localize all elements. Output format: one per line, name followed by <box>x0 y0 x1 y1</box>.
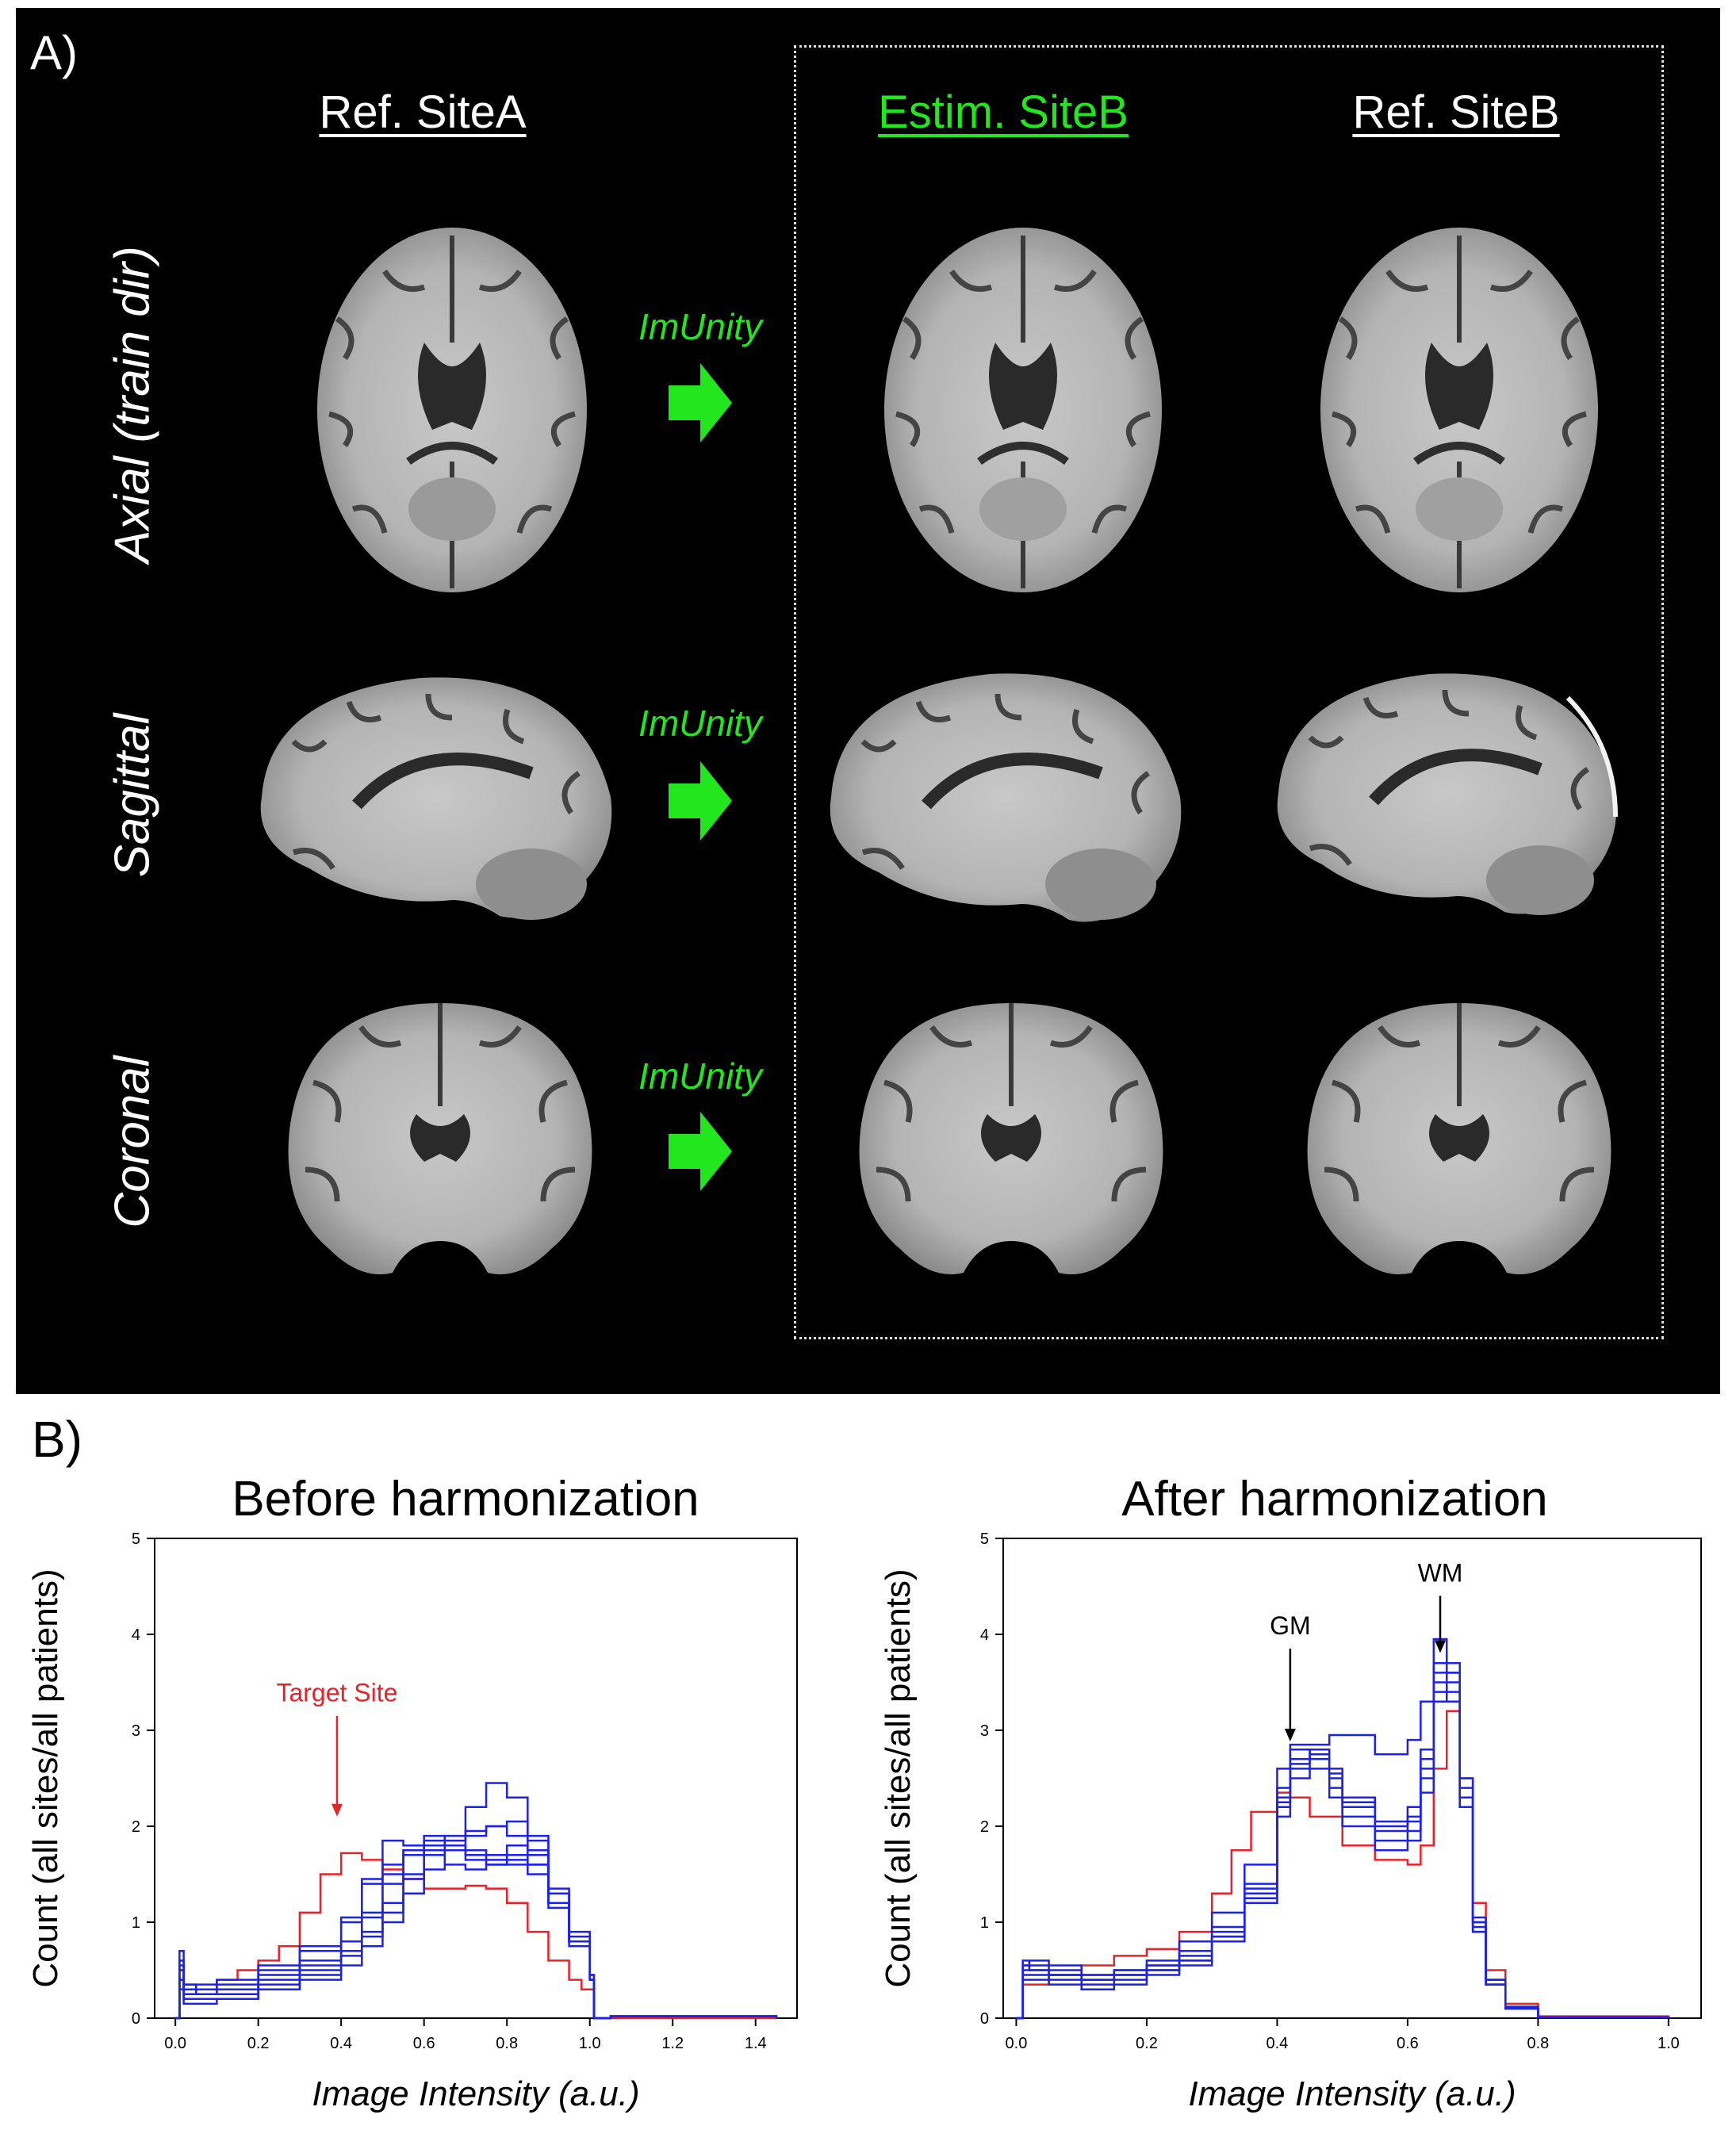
sagittal-brain-site-a <box>260 677 612 920</box>
y-axis-label: Count (all sites/all patients) <box>879 1569 918 1987</box>
panel-a-label: A) <box>30 26 78 79</box>
y-tick-label: 4 <box>132 1626 140 1644</box>
row-title-axial: Axial (train dir) <box>105 246 160 563</box>
x-tick-label: 0.4 <box>1267 2035 1289 2052</box>
x-tick-label: 1.2 <box>661 2035 684 2052</box>
x-tick-label: 1.0 <box>579 2035 601 2052</box>
sagittal-brain-ref-site-b <box>1277 673 1618 915</box>
down-arrow-icon <box>1435 1640 1447 1653</box>
axial-brain-estim-site-b <box>884 228 1162 592</box>
chart-title-after: After harmonization <box>1121 1472 1548 1527</box>
arrow-label-sagittal: ImUnity <box>638 703 762 744</box>
panel-a: A) Ref. SiteA Estim. SiteB Ref. SiteB Ax… <box>16 8 1720 1394</box>
annotation-gm: GM <box>1270 1611 1311 1640</box>
row-title-coronal: Coronal <box>105 1055 160 1228</box>
x-tick-label: 1.0 <box>1657 2035 1680 2052</box>
y-tick-label: 5 <box>132 1530 140 1548</box>
chart-title-before: Before harmonization <box>232 1472 699 1527</box>
axial-brain-ref-site-b <box>1320 228 1598 592</box>
y-tick-label: 1 <box>980 1914 989 1932</box>
series-line-6 <box>1016 1672 1670 2020</box>
y-tick-label: 1 <box>132 1914 140 1932</box>
x-tick-label: 0.4 <box>330 2035 352 2052</box>
series-line-7 <box>175 1844 778 2020</box>
arrow-label-coronal: ImUnity <box>638 1055 762 1097</box>
y-tick-label: 4 <box>980 1626 989 1644</box>
plot-frame <box>154 1538 798 2019</box>
series-line-6 <box>175 1820 778 2020</box>
column-title-estim-site-b: Estim. SiteB <box>878 86 1129 138</box>
y-tick-label: 3 <box>132 1722 140 1740</box>
x-tick-label: 0.8 <box>496 2035 518 2052</box>
chart-after-harmonization: 0.0 0.2 0.4 0.6 0.8 1.0 0 1 2 3 4 5 GM WM Image Intens… <box>879 1530 1702 2113</box>
chart-before-harmonization: 0.0 0.2 0.4 0.6 0.8 1.0 1.2 1.4 0 1 2 3 4 5 Target Sit… <box>26 1530 798 2113</box>
right-arrow-icon <box>669 1112 732 1191</box>
x-tick-label: 0.2 <box>247 2035 270 2052</box>
down-arrow-icon <box>1284 1729 1296 1741</box>
coronal-brain-estim-site-b <box>859 1003 1163 1274</box>
right-arrow-icon <box>669 363 732 442</box>
right-arrow-icon <box>669 761 732 841</box>
x-tick-label: 0.2 <box>1136 2035 1158 2052</box>
x-tick-label: 1.4 <box>745 2035 767 2052</box>
sagittal-brain-estim-site-b <box>830 673 1182 922</box>
annotation-wm: WM <box>1418 1558 1463 1587</box>
row-title-sagittal: Sagittal <box>105 713 160 878</box>
y-tick-label: 3 <box>980 1722 989 1740</box>
coronal-brain-site-a <box>288 1003 592 1274</box>
x-tick-label: 0.0 <box>164 2035 186 2052</box>
column-title-ref-site-a: Ref. SiteA <box>319 86 527 138</box>
axial-brain-site-a <box>317 228 587 592</box>
x-tick-label: 0.8 <box>1527 2035 1549 2052</box>
x-tick-label: 0.6 <box>413 2035 435 2052</box>
y-tick-label: 0 <box>980 2010 989 2028</box>
coronal-brain-ref-site-b <box>1307 1003 1611 1274</box>
x-tick-label: 0.0 <box>1006 2035 1028 2052</box>
series-line-5 <box>175 1834 778 2020</box>
x-axis-label: Image Intensity (a.u.) <box>1188 2074 1516 2113</box>
arrow-label-axial: ImUnity <box>638 306 762 347</box>
panel-b-label: B) <box>32 1411 82 1468</box>
plot-frame <box>1002 1538 1702 2019</box>
column-title-ref-site-b: Ref. SiteB <box>1352 86 1560 138</box>
y-tick-label: 5 <box>980 1530 989 1548</box>
x-tick-label: 0.6 <box>1397 2035 1419 2052</box>
y-axis-label: Count (all sites/all patients) <box>26 1569 65 1987</box>
down-arrow-icon <box>331 1803 343 1817</box>
annotation-target-site: Target Site <box>276 1679 397 1707</box>
y-tick-label: 2 <box>132 1818 140 1836</box>
y-tick-label: 0 <box>132 2010 140 2028</box>
y-tick-label: 2 <box>980 1818 989 1836</box>
estimated-vs-reference-box <box>794 45 1664 1339</box>
x-axis-label: Image Intensity (a.u.) <box>312 2074 639 2113</box>
